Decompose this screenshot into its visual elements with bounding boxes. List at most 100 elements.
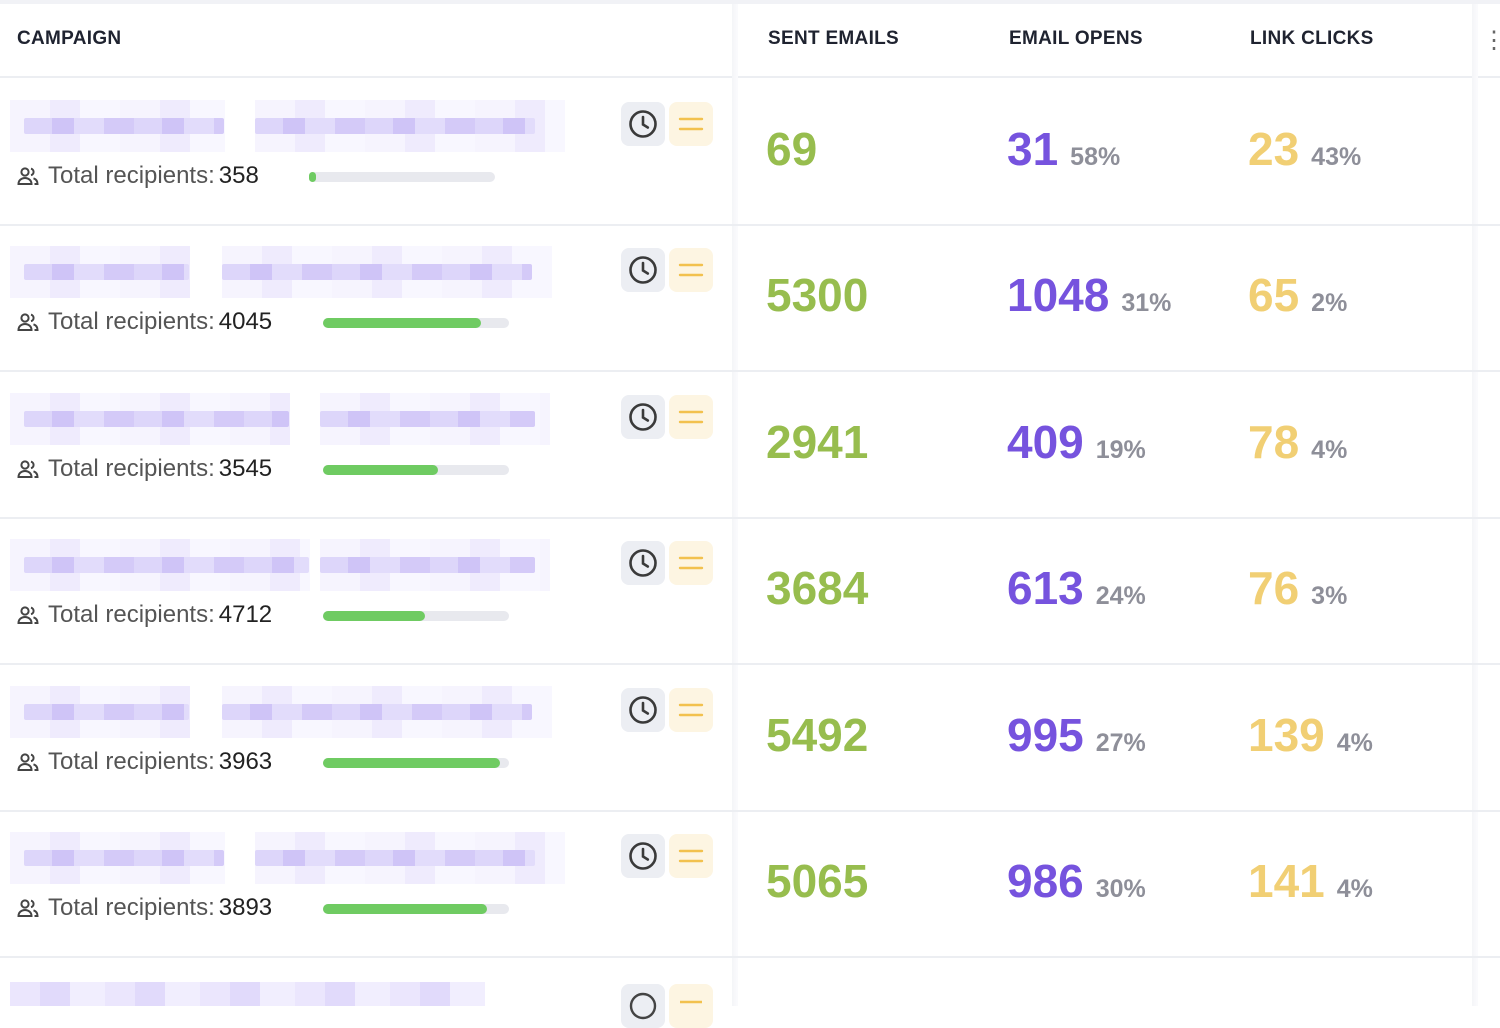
- recipients-count: 3545: [218, 454, 273, 482]
- schedule-button[interactable]: [621, 394, 665, 439]
- recipients-progress-bar: [309, 172, 495, 182]
- more-icon[interactable]: ⋮: [1482, 27, 1500, 54]
- table-row[interactable]: Total recipients: 3963 5492 995 27% 139 4%: [0, 664, 1500, 812]
- recipients-count: 358: [218, 162, 259, 189]
- schedule-button[interactable]: [621, 541, 665, 586]
- menu-icon: [678, 264, 704, 277]
- users-icon: [17, 606, 39, 625]
- menu-button[interactable]: [669, 394, 713, 439]
- link-clicks: 139 4%: [1248, 708, 1373, 762]
- email-opens-value: 31: [1007, 123, 1059, 175]
- link-clicks: 23 43%: [1248, 122, 1361, 176]
- progress-fill: [323, 464, 439, 475]
- table-header: CAMPAIGN SENT EMAILS EMAIL OPENS LINK CL…: [0, 4, 1500, 78]
- recipients-progress-bar: [323, 611, 509, 622]
- users-icon: [17, 167, 39, 185]
- recipients-count: 3963: [218, 747, 273, 775]
- progress-fill: [323, 611, 426, 622]
- recipients-progress-bar: [323, 464, 509, 475]
- menu-button[interactable]: [669, 248, 713, 293]
- table-row[interactable]: Total recipients: 3893 5065 986 30% 141 4%: [0, 810, 1500, 958]
- progress-fill: [323, 904, 487, 914]
- total-recipients: Total recipients: 3545: [16, 455, 272, 483]
- recipients-progress-bar: [323, 318, 509, 329]
- menu-button[interactable]: [669, 687, 713, 732]
- email-opens-percent: 31%: [1121, 289, 1172, 318]
- progress-fill: [309, 172, 317, 182]
- clock-icon: [629, 695, 657, 724]
- sent-emails-value: 2941: [766, 415, 869, 468]
- link-clicks: 78 4%: [1248, 415, 1347, 469]
- menu-icon: [678, 556, 704, 570]
- link-clicks-percent: 3%: [1311, 582, 1348, 611]
- email-opens: 409 19%: [1007, 415, 1146, 469]
- menu-button[interactable]: [669, 541, 713, 586]
- users-icon: [17, 460, 39, 478]
- menu-button[interactable]: [669, 102, 713, 146]
- link-clicks-percent: 4%: [1336, 728, 1373, 757]
- users-icon: [17, 752, 39, 771]
- schedule-button[interactable]: [621, 687, 665, 732]
- schedule-button[interactable]: [621, 834, 665, 878]
- header-sent-emails[interactable]: SENT EMAILS: [768, 28, 900, 49]
- email-opens-value: 409: [1007, 415, 1084, 468]
- recipients-label: Total recipients:: [48, 747, 215, 775]
- recipients-progress-bar: [323, 904, 509, 914]
- menu-icon: [678, 703, 704, 716]
- link-clicks-value: 23: [1248, 123, 1300, 175]
- link-clicks-value: 78: [1248, 415, 1300, 468]
- link-clicks-percent: 4%: [1336, 875, 1373, 903]
- clock-icon: [629, 549, 657, 577]
- table-row-partial: [0, 956, 1500, 1028]
- blurred-campaign-title[interactable]: [10, 539, 565, 592]
- menu-button[interactable]: [669, 834, 713, 878]
- total-recipients: Total recipients: 3893: [16, 894, 272, 922]
- schedule-button[interactable]: [621, 248, 665, 293]
- email-opens-percent: 19%: [1095, 435, 1146, 464]
- blurred-campaign-title[interactable]: [10, 246, 565, 299]
- recipients-count: 4712: [218, 601, 273, 629]
- blurred-campaign-title[interactable]: [10, 685, 565, 738]
- recipients-label: Total recipients:: [48, 162, 215, 189]
- recipients-count: 4045: [218, 308, 273, 336]
- link-clicks-value: 141: [1248, 855, 1325, 907]
- total-recipients: Total recipients: 4712: [16, 601, 272, 629]
- email-opens-percent: 58%: [1070, 143, 1121, 171]
- clock-icon: [629, 110, 657, 138]
- table-row[interactable]: Total recipients: 4045 5300 1048 31% 65 2%: [0, 224, 1500, 373]
- blurred-campaign-title[interactable]: [10, 832, 565, 884]
- header-link-clicks[interactable]: LINK CLICKS: [1250, 28, 1374, 49]
- email-opens: 995 27%: [1007, 708, 1146, 762]
- total-recipients: Total recipients: 3963: [16, 748, 272, 776]
- blurred-campaign-title[interactable]: [10, 392, 565, 445]
- total-recipients: Total recipients: 4045: [16, 308, 272, 336]
- schedule-button[interactable]: [621, 102, 665, 146]
- link-clicks: 141 4%: [1248, 854, 1373, 908]
- sent-emails-value: 5065: [766, 855, 869, 907]
- blurred-campaign-title[interactable]: [10, 100, 565, 152]
- table-row[interactable]: Total recipients: 3545 2941 409 19% 78 4%: [0, 371, 1500, 519]
- users-icon: [17, 899, 39, 917]
- header-campaign[interactable]: CAMPAIGN: [17, 28, 122, 49]
- header-email-opens[interactable]: EMAIL OPENS: [1009, 28, 1143, 49]
- recipients-label: Total recipients:: [48, 454, 215, 482]
- email-opens-percent: 27%: [1095, 728, 1146, 757]
- clock-icon: [629, 402, 657, 431]
- link-clicks-value: 139: [1248, 708, 1325, 761]
- table-row[interactable]: Total recipients: 358 69 31 58% 23 43%: [0, 78, 1500, 226]
- menu-icon: [680, 1000, 702, 1004]
- progress-fill: [323, 318, 482, 329]
- recipients-count: 3893: [218, 894, 273, 921]
- top-border: [0, 0, 1500, 4]
- clock-icon: [629, 256, 657, 285]
- recipients-label: Total recipients:: [48, 894, 215, 921]
- column-divider: [1472, 4, 1478, 1006]
- menu-button[interactable]: [669, 984, 713, 1028]
- schedule-button[interactable]: [621, 984, 665, 1028]
- table-row[interactable]: Total recipients: 4712 3684 613 24% 76 3%: [0, 517, 1500, 666]
- blurred-campaign-title: [10, 982, 485, 1006]
- email-opens-value: 995: [1007, 708, 1084, 761]
- email-opens-percent: 24%: [1095, 582, 1146, 611]
- sent-emails-value: 69: [766, 123, 818, 175]
- users-icon: [17, 313, 39, 332]
